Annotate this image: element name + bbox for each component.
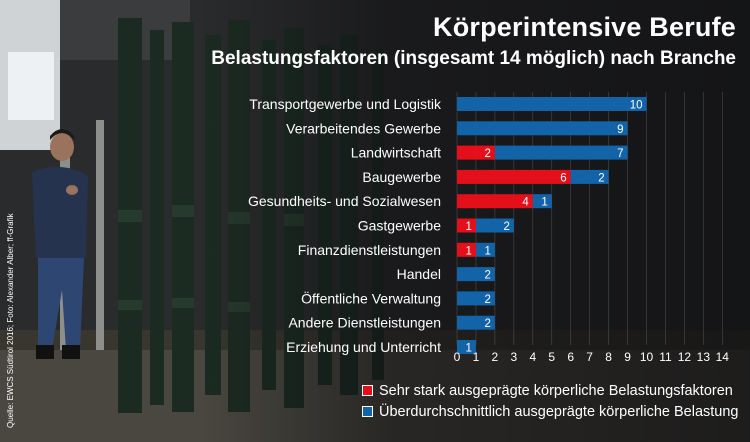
bar-blue (475, 218, 514, 233)
bar-blue (457, 315, 495, 330)
data-label: 1 (466, 343, 472, 355)
category-label: Gastgewerbe (358, 218, 441, 234)
bar-blue (532, 194, 552, 209)
x-tick-label: 7 (586, 350, 593, 364)
category-label: Baugewerbe (362, 169, 441, 185)
bar-red (457, 218, 476, 233)
x-tick-label: 9 (624, 350, 631, 364)
bar-blue (494, 145, 628, 160)
x-tick-label: 5 (548, 350, 555, 364)
data-label: 1 (484, 245, 490, 257)
legend-swatch-blue (362, 406, 373, 417)
data-label: 2 (484, 148, 490, 160)
category-label: Landwirtschaft (351, 145, 441, 161)
x-tick-label: 13 (697, 350, 711, 364)
data-label: 2 (484, 294, 490, 306)
x-tick-label: 12 (678, 350, 692, 364)
x-tick-label: 6 (567, 350, 574, 364)
data-label: 1 (466, 245, 472, 257)
x-tick-label: 11 (659, 350, 672, 364)
data-label: 2 (484, 270, 490, 282)
chart-title: Körperintensive Berufe (433, 12, 736, 42)
data-label: 1 (541, 197, 547, 209)
category-label: Gesundheits- und Sozialwesen (248, 193, 441, 209)
category-label: Transportgewerbe und Logistik (249, 96, 442, 112)
legend-swatch-red (362, 385, 373, 396)
data-label: 2 (503, 221, 509, 233)
chart-legend: Sehr stark ausgeprägte körperliche Belas… (362, 380, 738, 422)
category-label: Andere Dienstleistungen (288, 315, 441, 331)
legend-label-red: Sehr stark ausgeprägte körperliche Belas… (379, 382, 733, 399)
bar-blue (457, 97, 647, 111)
source-credit: Quelle: EWCS Südtirol 2016; Foto: Alexan… (6, 213, 15, 428)
bar-blue (457, 340, 476, 354)
bar-blue (457, 121, 628, 136)
category-label: Erziehung und Unterricht (286, 339, 441, 355)
legend-item-blue: Überdurchschnittlich ausgeprägte körperl… (362, 401, 738, 422)
bar-red (457, 145, 495, 160)
data-label: 2 (598, 172, 604, 184)
bar-blue (475, 242, 495, 257)
x-tick-label: 4 (529, 350, 536, 364)
x-tick-label: 0 (454, 350, 461, 364)
data-label: 7 (617, 148, 623, 160)
legend-label-blue: Überdurchschnittlich ausgeprägte körperl… (379, 403, 739, 420)
category-label: Finanzdienstleistungen (298, 242, 441, 258)
bar-blue (570, 169, 609, 184)
category-label: Öffentliche Verwaltung (301, 289, 441, 306)
x-tick-label: 14 (716, 350, 730, 364)
legend-item-red: Sehr stark ausgeprägte körperliche Belas… (362, 380, 738, 401)
category-label: Handel (397, 266, 441, 282)
data-label: 10 (630, 100, 643, 112)
chart-subtitle: Belastungsfaktoren (insgesamt 14 möglich… (211, 48, 736, 69)
category-label: Verarbeitendes Gewerbe (286, 120, 441, 136)
data-label: 9 (617, 124, 623, 136)
x-tick-label: 10 (640, 350, 654, 364)
data-label: 4 (522, 197, 529, 209)
data-label: 1 (466, 221, 472, 233)
x-tick-label: 2 (492, 350, 499, 364)
data-label: 6 (560, 172, 566, 184)
x-tick-label: 1 (473, 350, 480, 364)
bar-blue (457, 291, 495, 306)
x-tick-label: 3 (511, 350, 518, 364)
data-label: 2 (484, 318, 490, 330)
bar-red (457, 169, 571, 184)
bar-red (457, 194, 533, 209)
bar-blue (457, 267, 495, 282)
x-tick-label: 8 (605, 350, 612, 364)
bar-red (457, 242, 476, 257)
